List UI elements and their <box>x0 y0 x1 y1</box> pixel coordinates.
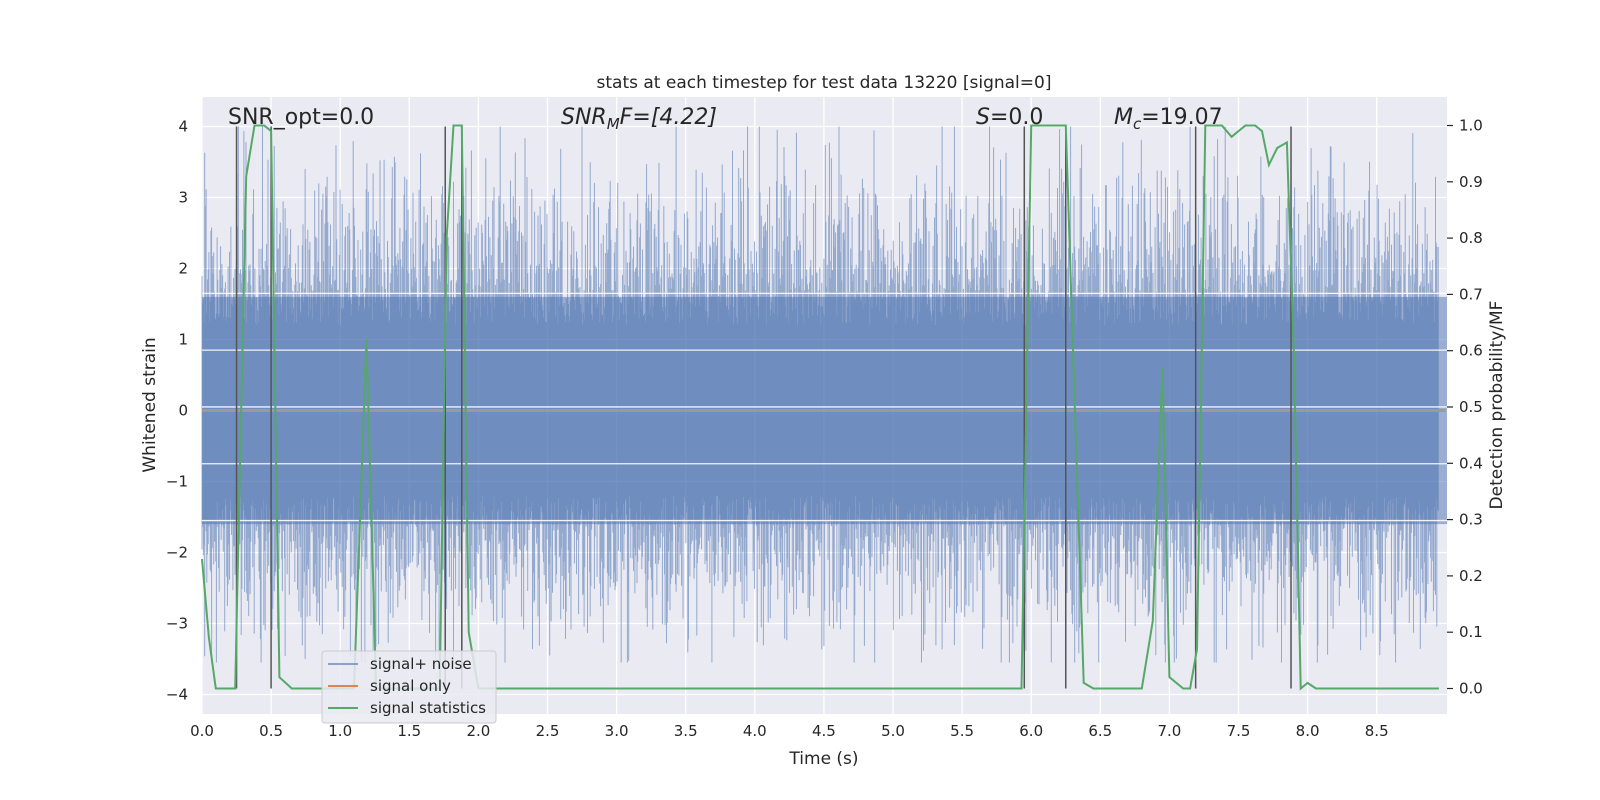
stats-line <box>201 124 1439 691</box>
y-tick-label-right: 0.6 <box>1459 342 1483 360</box>
stats-series <box>201 124 1439 691</box>
x-tick-label: 4.5 <box>812 722 836 740</box>
legend: signal+ noise signal only signal statist… <box>321 650 497 724</box>
y-tick-label-left: 3 <box>178 189 188 207</box>
y-tick-label-left: −2 <box>166 544 188 562</box>
y-tick-label-left: 4 <box>178 118 188 136</box>
y-tick-label-left: −1 <box>166 473 188 491</box>
x-tick-label: 6.5 <box>1088 722 1112 740</box>
y-tick-label-left: −4 <box>166 686 188 704</box>
y-tick-label-right: 0.2 <box>1459 567 1483 585</box>
annotation-snr-opt: SNR_opt=0.0 <box>228 105 374 130</box>
chart-title: stats at each timestep for test data 132… <box>597 73 1052 93</box>
x-tick-label: 5.0 <box>881 722 905 740</box>
legend-label-signal: signal only <box>370 677 451 695</box>
annotation-s: S=0.0 <box>976 105 1043 130</box>
y-tick-label-right: 0.9 <box>1459 173 1483 191</box>
y-tick-label-right: 0.8 <box>1459 229 1483 247</box>
y-tick-label-right: 0.5 <box>1459 398 1483 416</box>
x-tick-label: 8.0 <box>1296 722 1320 740</box>
x-tick-label: 7.5 <box>1227 722 1251 740</box>
x-tick-label: 0.0 <box>190 722 214 740</box>
y-tick-label-left: −3 <box>166 615 188 633</box>
x-ticks: 0.0 0.5 1.0 1.5 2.0 2.5 3.0 3.5 4.0 4.5 5.0 5.5 6.0 6… <box>190 722 1389 740</box>
x-tick-label: 1.0 <box>328 722 352 740</box>
y-tick-label-right: 0.0 <box>1459 680 1483 698</box>
x-tick-label: 3.5 <box>674 722 698 740</box>
y-tick-label-left: 2 <box>178 260 188 278</box>
legend-label-noise: signal+ noise <box>370 655 472 673</box>
x-tick-label: 2.5 <box>536 722 560 740</box>
y-axis-label-right: Detection probability/MF <box>1487 301 1507 510</box>
y-tick-label-right: 0.4 <box>1459 454 1483 472</box>
x-tick-label: 0.5 <box>259 722 283 740</box>
x-tick-label: 3.0 <box>605 722 629 740</box>
y-tick-label-left: 1 <box>178 331 188 349</box>
y-ticks-left: −4 −3 −2 −1 0 1 2 3 4 <box>166 118 188 704</box>
x-tick-label: 5.5 <box>950 722 974 740</box>
x-tick-label: 7.0 <box>1157 722 1181 740</box>
y-tick-label-right: 1.0 <box>1459 117 1483 135</box>
x-tick-label: 1.5 <box>397 722 421 740</box>
y-ticks-right: 0.0 0.1 0.2 0.3 0.4 0.5 0.6 0.7 0.8 0.9 1.0 <box>1447 117 1483 698</box>
y-tick-label-right: 0.7 <box>1459 285 1483 303</box>
x-tick-label: 4.0 <box>743 722 767 740</box>
x-tick-label: 6.0 <box>1019 722 1043 740</box>
y-tick-label-left: 0 <box>178 402 188 420</box>
annotation-snr-mf: SNRMF=[4.22] <box>561 105 717 133</box>
annotation-mc: Mc=19.07 <box>1114 105 1223 133</box>
x-tick-label: 8.5 <box>1365 722 1389 740</box>
legend-label-stats: signal statistics <box>370 699 486 717</box>
legend-box <box>321 650 497 724</box>
y-tick-label-right: 0.3 <box>1459 511 1483 529</box>
x-axis-label: Time (s) <box>788 749 858 769</box>
y-axis-label-left: Whitened strain <box>140 337 160 472</box>
y-tick-label-right: 0.1 <box>1459 623 1483 641</box>
x-tick-label: 2.0 <box>466 722 490 740</box>
horizontal-markers <box>202 292 1447 522</box>
